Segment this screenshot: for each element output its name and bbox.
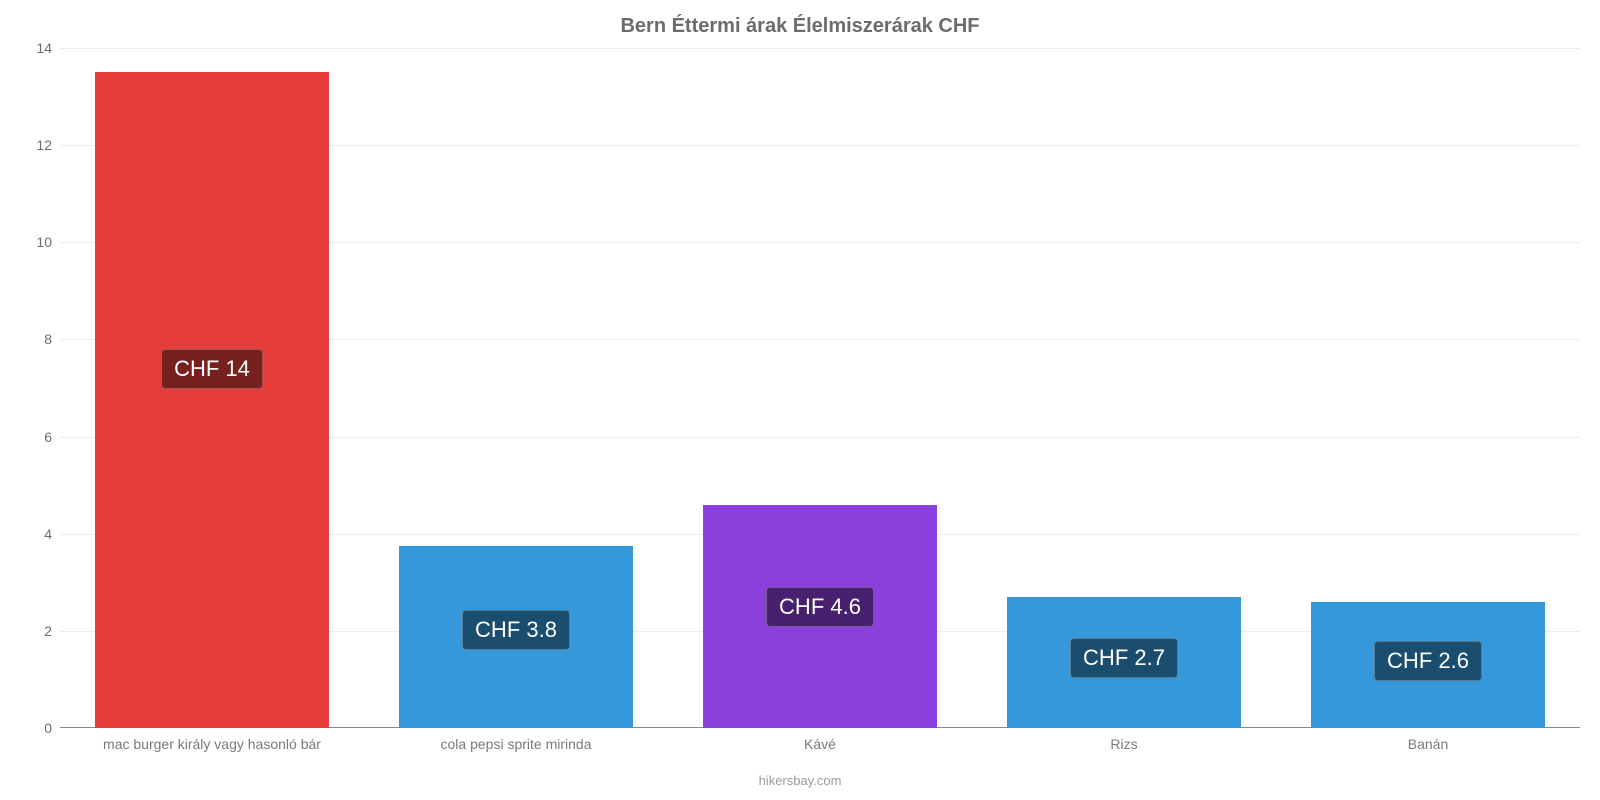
y-tick-label: 2 bbox=[12, 623, 52, 639]
y-tick-label: 14 bbox=[12, 40, 52, 56]
chart-container: Bern Éttermi árak Élelmiszerárak CHF CHF… bbox=[0, 0, 1600, 800]
bar-value-badge: CHF 14 bbox=[161, 349, 263, 389]
plot-area: CHF 14 CHF 3.8 CHF 4.6 CHF 2.7 CHF 2.6 bbox=[60, 48, 1580, 728]
category-label: cola pepsi sprite mirinda bbox=[441, 736, 592, 752]
bar-value-badge: CHF 2.7 bbox=[1070, 638, 1178, 678]
chart-title: Bern Éttermi árak Élelmiszerárak CHF bbox=[0, 15, 1600, 38]
y-tick-label: 10 bbox=[12, 234, 52, 250]
y-tick-label: 8 bbox=[12, 331, 52, 347]
bar-value-badge: CHF 2.6 bbox=[1374, 641, 1482, 681]
bar bbox=[95, 72, 329, 728]
bar-value-badge: CHF 3.8 bbox=[462, 610, 570, 650]
source-label: hikersbay.com bbox=[0, 773, 1600, 788]
category-label: Kávé bbox=[804, 736, 836, 752]
category-label: Rizs bbox=[1110, 736, 1137, 752]
y-tick-label: 4 bbox=[12, 526, 52, 542]
y-tick-label: 12 bbox=[12, 137, 52, 153]
category-label: Banán bbox=[1408, 736, 1448, 752]
category-label: mac burger király vagy hasonló bár bbox=[103, 736, 321, 752]
gridline bbox=[60, 48, 1580, 49]
y-tick-label: 0 bbox=[12, 720, 52, 736]
y-tick-label: 6 bbox=[12, 429, 52, 445]
bar-value-badge: CHF 4.6 bbox=[766, 587, 874, 627]
